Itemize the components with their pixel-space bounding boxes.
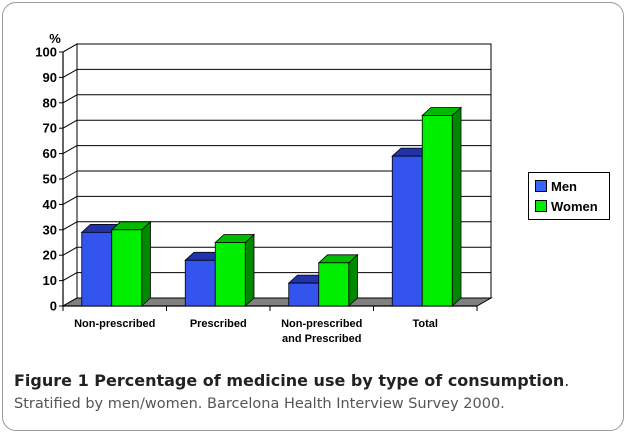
gridline-side [62,68,78,78]
bar-women [421,115,453,307]
bar-chart: 0 10 20 30 40 50 60 70 80 90 100% Non-prescribed Pre… [35,31,493,345]
bar-men [391,155,423,307]
x-tick-label: Non-prescribed [74,318,155,330]
x-tick-label: Non-prescribed [281,318,362,330]
chart-legend: Men Women [528,172,610,220]
y-tick-label: 30 [43,222,57,237]
y-tick-label: 0 [50,299,57,314]
bar-men [288,282,320,307]
y-tick-label: 70 [43,121,57,136]
gridline-side [62,119,78,129]
y-tick-label: 60 [43,146,57,161]
gridline-side [62,94,78,104]
figure-caption: Figure 1 Percentage of medicine use by t… [14,370,614,415]
legend-label-women: Women [551,198,598,214]
gridline-side [62,272,78,282]
gridline-side [62,221,78,231]
y-tick-label: 40 [43,197,57,212]
y-tick-label: 100 [35,45,57,60]
bar-men [81,231,113,307]
x-tick-label: Prescribed [190,318,247,330]
caption-title: Figure 1 Percentage of medicine use by t… [14,371,565,390]
y-tick-label: 90 [43,70,57,85]
legend-item-women: Women [535,197,598,215]
bar-women [111,229,143,307]
y-tick-label: 20 [43,248,57,263]
bar-side-women [244,233,255,307]
legend-swatch-women [535,200,547,212]
x-tick-label: and Prescribed [282,333,361,345]
bar-women [318,262,350,307]
caption-subtitle: Stratified by men/women. Barcelona Healt… [14,396,505,412]
legend-swatch-men [535,180,547,192]
gridline-side [62,170,78,180]
y-tick-label: 10 [43,273,57,288]
gridline-side [62,246,78,256]
y-axis-label: % [49,31,61,46]
legend-label-men: Men [551,178,577,194]
bar-men [184,259,216,307]
bar-side-women [348,253,358,307]
gridline-side [62,195,78,205]
bar-side-women [451,106,462,307]
y-tick-label: 80 [43,95,57,110]
legend-item-men: Men [535,177,577,195]
y-tick-label: 50 [43,172,57,187]
bar-side-women [141,220,151,307]
x-tick-label: Total [413,318,438,330]
caption-title-end: . [564,371,570,390]
bar-women [214,242,246,307]
gridline-side [62,145,78,155]
